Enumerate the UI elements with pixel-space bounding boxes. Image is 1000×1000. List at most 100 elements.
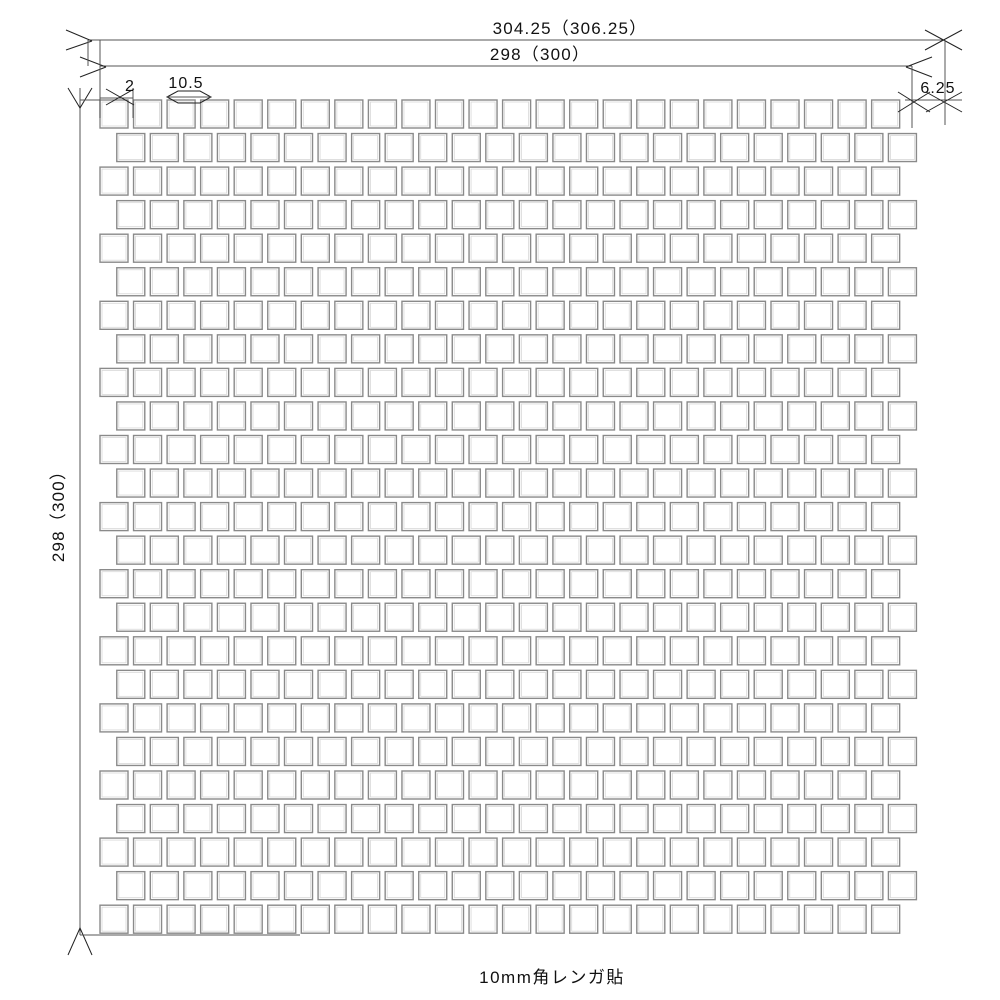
tile [149,132,180,163]
tile-inner-highlight [571,504,597,530]
tile [652,803,683,834]
tile [183,132,213,163]
tile [183,535,213,565]
tile [652,602,683,632]
tile [367,770,398,800]
tile [149,736,180,767]
tile-inner-highlight [336,839,362,865]
tile [216,535,247,565]
tile-row [99,99,901,129]
tile-inner-highlight [202,839,228,865]
tile-inner-highlight [319,739,345,764]
tile-inner-highlight [219,470,244,496]
tile [384,803,414,834]
tile [283,468,314,498]
tile-inner-highlight [604,437,630,462]
tile-inner-highlight [571,168,597,194]
tile [216,132,247,163]
tile [132,904,163,934]
tile [384,468,414,498]
tile [535,166,565,196]
tile [501,300,532,330]
tile [485,602,515,632]
tile [820,736,851,767]
tile-inner-highlight [487,403,513,429]
tile-inner-highlight [269,638,295,664]
tile-inner-highlight [135,437,160,462]
tile [233,166,263,196]
tile-inner-highlight [588,202,613,228]
tile [250,468,280,498]
tile-row [116,602,918,632]
tile [652,535,683,565]
tile-inner-highlight [822,135,848,160]
tile [233,367,263,398]
tile [434,569,465,599]
tile [619,468,649,498]
tile [552,736,582,767]
tile-inner-highlight [453,336,479,362]
tile-inner-highlight [420,470,446,496]
tile [233,770,263,800]
tile [569,636,599,666]
tile [652,401,683,431]
tile-inner-highlight [168,101,194,127]
tile-inner-highlight [856,671,882,697]
tile [552,602,582,632]
tile [602,233,632,263]
tile [384,132,414,163]
tile-inner-highlight [185,604,211,630]
tile [854,602,884,632]
tile [518,602,549,632]
tile [132,367,163,398]
tile-inner-highlight [537,772,563,798]
tile-inner-highlight [890,202,915,228]
tile [334,434,364,465]
tile [636,770,666,800]
tile-inner-highlight [286,873,311,899]
tile-inner-highlight [520,873,546,899]
tile [384,199,414,230]
tile [535,434,565,465]
tile [552,669,582,700]
tile-inner-highlight [202,504,228,530]
tile-inner-highlight [839,571,865,597]
tile [149,602,180,632]
tile-inner-highlight [722,739,748,764]
tile-inner-highlight [604,705,630,731]
sheet-width-label: 298（300） [490,45,590,64]
tile [753,870,783,901]
tile-inner-highlight [806,504,831,530]
tile [870,904,901,934]
tile [267,166,297,196]
tile-inner-highlight [269,906,295,932]
tile-inner-highlight [353,269,379,295]
tile [434,166,465,196]
tile [552,334,582,364]
tile [518,401,549,431]
tile-inner-highlight [722,671,748,697]
tile-inner-highlight [856,873,882,899]
tile [719,669,750,700]
tile-inner-highlight [890,604,915,630]
tile-inner-highlight [185,671,211,697]
tile [300,166,330,196]
tile [854,535,884,565]
tile-inner-highlight [101,705,127,731]
tile-inner-highlight [772,168,798,194]
tile [384,334,414,364]
tile-inner-highlight [101,906,127,932]
tile-inner-highlight [638,302,664,328]
tile-inner-highlight [755,403,781,429]
tile-inner-highlight [252,135,278,160]
tile [199,501,230,532]
tile [854,132,884,163]
tile-inner-highlight [688,671,714,697]
tile [468,703,498,733]
tile-inner-highlight [504,571,530,597]
tile [736,300,767,330]
tile-inner-highlight [856,336,882,362]
tile-inner-highlight [588,135,613,160]
tile [803,166,834,196]
tile-inner-highlight [537,906,563,932]
